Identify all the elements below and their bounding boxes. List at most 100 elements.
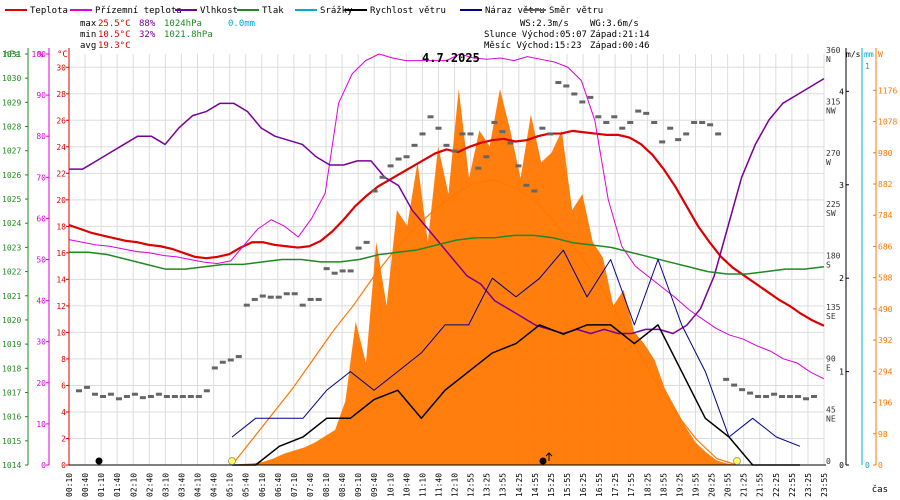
x-tick-label: 01:40 [113, 473, 122, 497]
wind-direction-point [779, 395, 786, 398]
temp-axis-title: °C [57, 50, 68, 60]
x-tick-label: 22:25 [772, 473, 781, 497]
moonset-marker-icon [95, 457, 103, 465]
wind-direction-point [323, 267, 330, 271]
wind-direction-point [76, 389, 82, 393]
wind-direction-point [291, 292, 298, 296]
wind-direction-point [579, 100, 586, 104]
pressure-tick-label: 1019 [2, 340, 21, 349]
direction-tick-label: 0 [826, 457, 831, 466]
solar-tick-label: 980 [878, 149, 893, 158]
wind-tick-label: 2 [839, 274, 844, 283]
wind-direction-point [411, 143, 418, 147]
temp-tick-label: 0 [61, 461, 66, 470]
wind-direction-point [539, 126, 546, 130]
temp-tick-label: 20 [56, 196, 66, 205]
legend-label: Vlhkost [200, 6, 238, 16]
wind-tick-label: 0 [839, 461, 844, 470]
wind-direction-point [403, 155, 410, 159]
humidity-line [69, 78, 825, 335]
rise-arrow-icon [545, 452, 553, 461]
wind-direction-point [651, 121, 658, 124]
x-tick-label: 16:55 [595, 473, 604, 497]
humidity-tick-label: 70 [36, 173, 46, 182]
pressure-tick-label: 1029 [2, 98, 21, 107]
solar-radiation-area [232, 89, 737, 465]
stat-min-label: min [80, 30, 96, 40]
x-tick-label: 18:25 [643, 473, 652, 497]
x-tick-label: 02:40 [145, 473, 154, 497]
pressure-tick-label: 1014 [2, 461, 21, 470]
x-tick-label: 04:40 [210, 473, 219, 497]
wind-tick-label: 3 [839, 181, 844, 190]
chart-date: 4.7.2025 [422, 51, 480, 65]
direction-tick-label: 315 [826, 97, 841, 106]
rain-tick-label: 0 [865, 461, 870, 470]
temp-tick-label: 10 [56, 328, 66, 337]
sunrise-text: Slunce Východ:05:07 [484, 30, 587, 40]
wind-direction-point [155, 392, 162, 396]
wind-direction-point [395, 157, 402, 161]
x-tick-label: 20:25 [708, 473, 717, 497]
series-layer [68, 53, 825, 466]
direction-tick-label: 135 [826, 303, 841, 312]
wind-direction-point [211, 366, 218, 370]
wind-direction-point [459, 132, 466, 136]
wind-direction-point [755, 395, 762, 398]
ground-temperature-line [68, 53, 825, 380]
x-tick-label: 11:10 [418, 473, 427, 497]
x-tick-label: 20:55 [724, 473, 733, 497]
x-tick-label: 01:10 [97, 473, 106, 497]
wind-direction-point [547, 132, 554, 136]
x-tick-label: 09:40 [370, 473, 379, 497]
x-tick-label: 00:10 [65, 473, 74, 497]
wind-direction-point [771, 392, 778, 396]
x-tick-label: 05:40 [242, 473, 251, 497]
legend-label: Tlak [262, 6, 284, 16]
x-tick-label: 23:55 [820, 473, 829, 497]
pressure-tick-label: 1022 [2, 268, 21, 277]
solar-tick-label: 98 [878, 430, 888, 439]
stat-min-hum: 32% [139, 30, 156, 40]
pressure-tick-label: 1018 [2, 364, 21, 373]
wind-tick-label: 4 [839, 87, 844, 96]
moonrise-marker-icon [539, 457, 547, 465]
pressure-tick-label: 1023 [2, 243, 21, 252]
x-tick-label: 03:40 [177, 473, 186, 497]
temp-tick-label: 18 [56, 222, 66, 231]
sunset-marker-icon [733, 457, 741, 465]
temp-tick-label: 30 [56, 63, 66, 72]
humidity-tick-label: 60 [36, 214, 46, 223]
solar-tick-label: 588 [878, 274, 893, 283]
wind-direction-point [699, 121, 706, 124]
x-tick-label: 03:10 [161, 473, 170, 497]
legend-label: Rychlost větru [370, 6, 446, 16]
x-tick-label: 21:55 [756, 473, 765, 497]
x-axis-labels: 00:10 00:40 01:10 01:40 02:10 02:40 03:10 03:40… [65, 473, 829, 497]
x-tick-label: 14:25 [515, 473, 524, 497]
wind-direction-point [91, 392, 98, 396]
wind-direction-point [803, 397, 810, 401]
wind-direction-point [331, 271, 338, 275]
x-tick-label: 00:40 [81, 473, 90, 497]
x-tick-label: 10:40 [402, 473, 411, 497]
wind-direction-point [763, 395, 770, 398]
pressure-tick-label: 1020 [2, 316, 21, 325]
wind-axis-title: m/s [846, 50, 861, 59]
wind-direction-point [283, 292, 290, 296]
wind-direction-point [707, 123, 714, 127]
wind-direction-point [787, 395, 794, 398]
wind-direction-point [499, 130, 506, 134]
wind-direction-point [491, 121, 498, 124]
pressure-tick-label: 1021 [2, 292, 21, 301]
wind-direction-point [251, 297, 258, 301]
wind-speed-avg: WS:2.3m/s [520, 19, 569, 29]
astro-info: WS:2.3m/s WG:3.6m/s Slunce Východ:05:07 … [484, 19, 650, 51]
temperature-line [68, 129, 825, 327]
rain-tick-label: 1 [865, 62, 870, 71]
legend-label: Náraz větru [485, 6, 545, 16]
legend-label: Teplota [30, 6, 68, 16]
wind-direction-point [147, 395, 154, 398]
stat-rain: 0.0mm [228, 19, 255, 29]
